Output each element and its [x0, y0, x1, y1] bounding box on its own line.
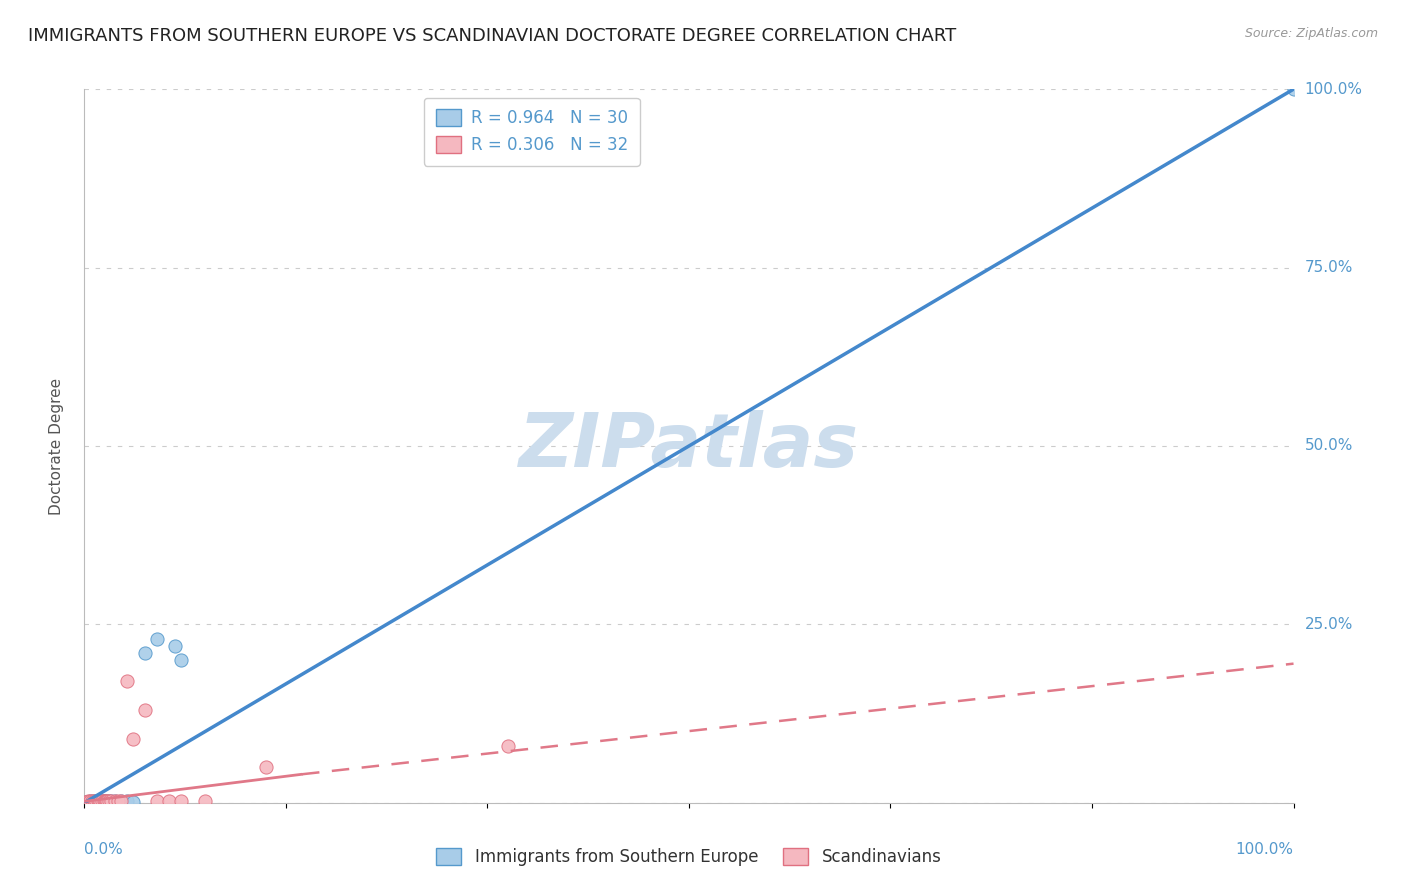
Text: 0.0%: 0.0%	[84, 842, 124, 857]
Text: 100.0%: 100.0%	[1305, 82, 1362, 96]
Point	[87, 794, 110, 808]
Point	[89, 795, 111, 809]
Point	[1282, 82, 1305, 96]
Point	[121, 731, 143, 746]
Point	[80, 794, 103, 808]
Legend: Immigrants from Southern Europe, Scandinavians: Immigrants from Southern Europe, Scandin…	[430, 841, 948, 873]
Point	[107, 795, 129, 809]
Text: ZIPatlas: ZIPatlas	[519, 409, 859, 483]
Text: 100.0%: 100.0%	[1236, 842, 1294, 857]
Point	[107, 794, 129, 808]
Point	[91, 794, 114, 808]
Point	[100, 794, 122, 808]
Point	[75, 795, 97, 809]
Point	[146, 794, 169, 808]
Point	[76, 795, 98, 809]
Text: 75.0%: 75.0%	[1305, 260, 1353, 275]
Point	[115, 674, 138, 689]
Point	[80, 795, 103, 809]
Point	[115, 794, 138, 808]
Point	[194, 794, 217, 808]
Point	[157, 794, 180, 808]
Point	[93, 794, 115, 808]
Point	[86, 794, 108, 808]
Point	[134, 646, 156, 660]
Point	[100, 794, 122, 808]
Point	[254, 760, 277, 774]
Point	[79, 794, 101, 808]
Point	[104, 794, 127, 808]
Point	[163, 639, 186, 653]
Text: 25.0%: 25.0%	[1305, 617, 1353, 632]
Point	[146, 632, 169, 646]
Point	[496, 739, 519, 753]
Point	[83, 794, 105, 808]
Point	[77, 795, 100, 809]
Point	[77, 795, 100, 809]
Point	[94, 795, 117, 809]
Point	[94, 794, 117, 808]
Point	[91, 794, 114, 808]
Point	[170, 653, 193, 667]
Point	[170, 794, 193, 808]
Text: Source: ZipAtlas.com: Source: ZipAtlas.com	[1244, 27, 1378, 40]
Point	[121, 795, 143, 809]
Point	[84, 795, 107, 809]
Point	[134, 703, 156, 717]
Point	[110, 794, 132, 808]
Y-axis label: Doctorate Degree: Doctorate Degree	[49, 377, 63, 515]
Text: 50.0%: 50.0%	[1305, 439, 1353, 453]
Point	[96, 794, 118, 808]
Point	[94, 794, 117, 808]
Point	[97, 794, 120, 808]
Point	[86, 794, 108, 808]
Point	[75, 795, 97, 809]
Point	[77, 795, 100, 809]
Point	[82, 794, 104, 808]
Point	[89, 794, 111, 808]
Point	[97, 794, 120, 808]
Point	[83, 795, 105, 809]
Point	[77, 794, 100, 808]
Point	[104, 794, 127, 808]
Point	[93, 794, 115, 808]
Point	[86, 794, 108, 808]
Point	[94, 794, 117, 808]
Point	[96, 795, 118, 809]
Point	[86, 795, 108, 809]
Point	[76, 795, 98, 809]
Point	[84, 794, 107, 808]
Point	[110, 794, 132, 808]
Point	[87, 794, 110, 808]
Point	[82, 795, 104, 809]
Text: IMMIGRANTS FROM SOUTHERN EUROPE VS SCANDINAVIAN DOCTORATE DEGREE CORRELATION CHA: IMMIGRANTS FROM SOUTHERN EUROPE VS SCAND…	[28, 27, 956, 45]
Point	[79, 794, 101, 808]
